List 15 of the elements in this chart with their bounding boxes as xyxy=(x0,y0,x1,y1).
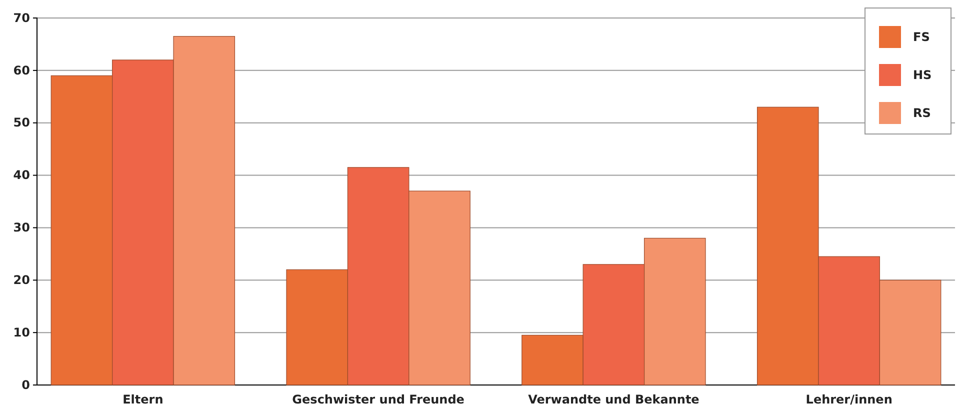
y-tick-label: 30 xyxy=(13,220,30,235)
y-tick-label: 20 xyxy=(13,272,30,287)
x-tick-label: Lehrer/innen xyxy=(806,392,892,407)
y-tick-label: 0 xyxy=(22,378,30,392)
x-tick-label: Geschwister und Freunde xyxy=(292,392,464,407)
x-tick-label: Verwandte und Bekannte xyxy=(528,392,700,407)
x-tick-label: Eltern xyxy=(122,392,164,407)
y-tick-label: 70 xyxy=(13,10,30,25)
y-tick-label: 50 xyxy=(13,116,30,130)
legend-label: FS xyxy=(913,30,930,44)
y-tick-label: 60 xyxy=(13,63,30,78)
y-tick-label: 40 xyxy=(13,168,30,182)
legend-label: RS xyxy=(913,106,931,120)
legend-label: HS xyxy=(913,68,932,82)
y-tick-label: 10 xyxy=(13,325,30,340)
